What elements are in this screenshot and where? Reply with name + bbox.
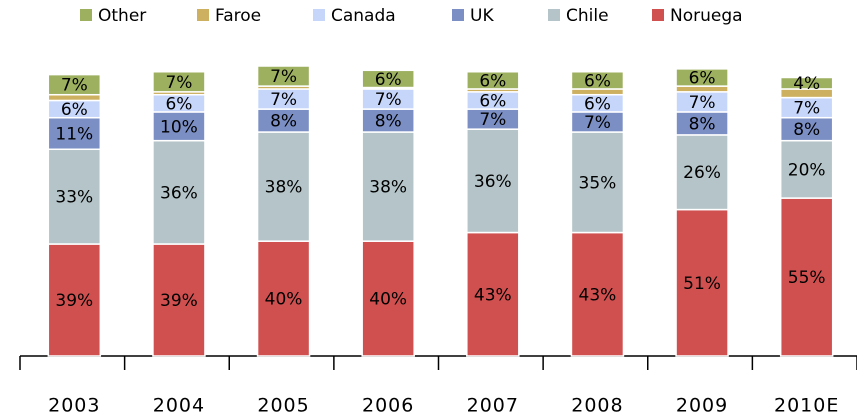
data-label: 7% — [270, 67, 297, 87]
data-label: 43% — [579, 285, 617, 305]
legend-swatch — [197, 9, 209, 21]
data-label: 8% — [375, 112, 402, 132]
data-label: 39% — [160, 291, 198, 311]
bar-segment — [256, 131, 311, 242]
data-label: 6% — [479, 91, 506, 111]
data-label: 36% — [474, 172, 512, 192]
bar-segment — [779, 139, 834, 199]
data-label: 55% — [788, 268, 826, 288]
data-label: 6% — [165, 94, 192, 114]
legend-label: Faroe — [215, 6, 261, 26]
x-tick-label: 2007 — [467, 395, 519, 417]
data-label: 43% — [474, 285, 512, 305]
data-label: 7% — [584, 113, 611, 133]
data-label: 7% — [165, 73, 192, 93]
bar-segment — [361, 131, 415, 242]
bar-segment — [256, 65, 311, 87]
data-label: 39% — [55, 291, 93, 311]
data-label: 8% — [270, 112, 297, 132]
data-label: 11% — [55, 124, 93, 144]
data-label: 6% — [479, 71, 506, 91]
data-label: 6% — [584, 71, 611, 91]
bar-segment — [256, 240, 311, 357]
data-label: 7% — [689, 93, 716, 113]
legend-swatch — [452, 9, 464, 21]
x-tick-label: 2006 — [362, 395, 414, 417]
x-tick-label: 2003 — [48, 395, 100, 417]
bar-segment — [466, 70, 520, 90]
data-label: 4% — [793, 74, 820, 94]
bar-segment — [152, 111, 206, 142]
data-label: 6% — [689, 68, 716, 88]
data-label: 26% — [683, 163, 721, 183]
x-tick-label: 2004 — [153, 395, 205, 417]
data-label: 8% — [793, 120, 820, 140]
bar-segment — [779, 197, 834, 357]
legend-label: UK — [470, 6, 494, 26]
bar-segment — [570, 131, 625, 234]
data-label: 7% — [61, 76, 88, 96]
data-label: 38% — [369, 178, 407, 198]
bar-segment — [466, 128, 520, 234]
bar-segment — [47, 148, 102, 245]
bar-segment — [361, 69, 415, 89]
x-tick-label: 2008 — [571, 395, 623, 417]
bar-segment — [675, 68, 729, 87]
bar-segment — [47, 73, 102, 96]
bar-segment — [361, 240, 415, 357]
bar-segment — [47, 243, 102, 357]
data-label: 35% — [579, 173, 617, 193]
data-label: 40% — [265, 290, 303, 310]
data-label: 36% — [160, 183, 198, 203]
legend-label: Chile — [566, 6, 609, 26]
data-label: 6% — [584, 94, 611, 114]
data-label: 38% — [265, 178, 303, 198]
bar-segment — [675, 134, 729, 211]
bar-segment — [152, 70, 206, 93]
data-label: 51% — [683, 274, 721, 294]
bar-segment — [570, 231, 625, 357]
data-label: 7% — [375, 90, 402, 110]
data-label: 7% — [793, 99, 820, 119]
data-label: 6% — [61, 100, 88, 120]
data-label: 8% — [689, 114, 716, 134]
data-label: 20% — [788, 160, 826, 180]
data-label: 40% — [369, 290, 407, 310]
bar-segment — [466, 231, 520, 357]
x-tick-label: 2010E — [774, 395, 839, 417]
data-label: 33% — [55, 188, 93, 208]
data-label: 7% — [270, 90, 297, 110]
legend-swatch — [652, 9, 664, 21]
legend-swatch — [313, 9, 325, 21]
x-tick-label: 2009 — [676, 395, 728, 417]
x-tick-label: 2005 — [257, 395, 309, 417]
data-label: 6% — [375, 70, 402, 90]
legend-label: Other — [98, 6, 146, 26]
bar-segment — [570, 70, 625, 90]
data-label: 10% — [160, 117, 198, 137]
legend-swatch — [548, 9, 560, 21]
data-label: 7% — [479, 110, 506, 130]
legend-swatch — [80, 9, 92, 21]
bar-segment — [779, 76, 834, 90]
legend-label: Canada — [331, 6, 396, 26]
legend-label: Noruega — [670, 6, 743, 26]
